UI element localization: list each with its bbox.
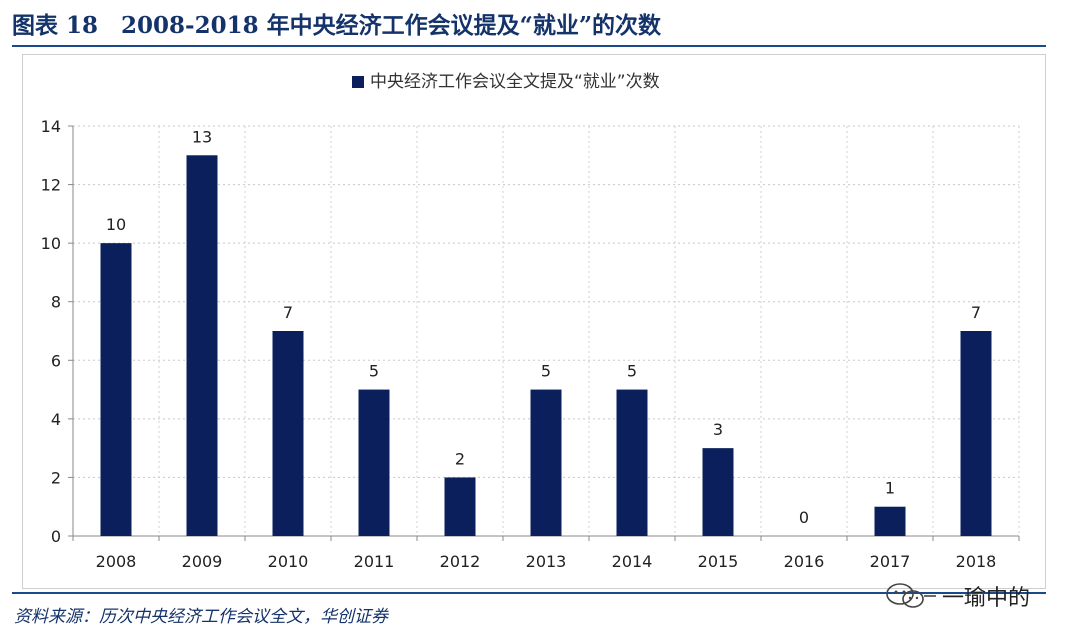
bar-chart: 中央经济工作会议全文提及“就业”次数 10 13 7 5 2 5 5 3 0 1 7 0 2 4 6 8 10…	[41, 72, 1020, 571]
x-tick-label-2018: 2018	[956, 552, 997, 571]
figure-title: 图表 18 2008-2018 年中央经济工作会议提及“就业”的次数	[12, 12, 662, 39]
bar-2014	[616, 389, 648, 536]
y-axis-tick-labels: 0 2 4 6 8 10 12 14	[41, 117, 61, 546]
wechat-icon	[886, 583, 936, 608]
data-label-2016: 0	[799, 508, 809, 527]
y-tick-label: 4	[51, 410, 61, 429]
y-tick-label: 8	[51, 293, 61, 312]
bar-2008	[100, 243, 132, 536]
data-label-2011: 5	[369, 362, 379, 381]
data-label-2014: 5	[627, 362, 637, 381]
y-tick-label: 6	[51, 351, 61, 370]
bar-2010	[272, 331, 304, 536]
x-tick-label-2013: 2013	[526, 552, 567, 571]
bar-2015	[702, 448, 734, 536]
x-tick-label-2017: 2017	[870, 552, 911, 571]
x-tick-label-2012: 2012	[440, 552, 481, 571]
bar-2009	[186, 155, 218, 536]
bar-2013	[530, 389, 562, 536]
data-label-2010: 7	[283, 303, 293, 322]
y-tick-label: 0	[51, 527, 61, 546]
bar-2012	[444, 477, 476, 536]
x-tick-label-2010: 2010	[268, 552, 309, 571]
legend-label: 中央经济工作会议全文提及“就业”次数	[370, 72, 660, 92]
title-rule	[12, 45, 1046, 47]
data-label-2018: 7	[971, 303, 981, 322]
source-note: 资料来源：历次中央经济工作会议全文，华创证券	[14, 607, 388, 627]
watermark-text: 一瑜中的	[942, 586, 1031, 611]
x-axis-tick-labels: 2008 2009 2010 2011 2012 2013 2014 2015 2016 2017…	[96, 552, 997, 571]
bar-2011	[358, 389, 390, 536]
bars	[100, 155, 992, 536]
x-tick-label-2008: 2008	[96, 552, 137, 571]
y-tick-label: 12	[41, 176, 61, 195]
x-tick-label-2011: 2011	[354, 552, 395, 571]
gridlines	[73, 125, 1020, 536]
x-tick-label-2016: 2016	[784, 552, 825, 571]
x-tick-label-2015: 2015	[698, 552, 739, 571]
data-label-2015: 3	[713, 420, 723, 439]
y-tick-label: 14	[41, 117, 61, 136]
x-tick-label-2009: 2009	[182, 552, 223, 571]
watermark: 一瑜中的	[880, 580, 1030, 612]
chart-frame: 中央经济工作会议全文提及“就业”次数 10 13 7 5 2 5 5 3 0 1 7 0 2 4 6 8 10…	[22, 54, 1046, 589]
bar-2017	[874, 506, 906, 536]
x-tick-label-2014: 2014	[612, 552, 653, 571]
data-label-2012: 2	[455, 449, 465, 468]
data-label-2017: 1	[885, 479, 895, 498]
data-label-2009: 13	[192, 127, 212, 146]
data-label-2013: 5	[541, 362, 551, 381]
legend: 中央经济工作会议全文提及“就业”次数	[352, 72, 660, 92]
data-label-2008: 10	[106, 215, 126, 234]
data-labels: 10 13 7 5 2 5 5 3 0 1 7	[106, 127, 981, 527]
legend-swatch	[352, 76, 364, 88]
y-tick-label: 2	[51, 468, 61, 487]
bar-2018	[960, 331, 992, 536]
y-tick-label: 10	[41, 234, 61, 253]
bottom-rule	[12, 592, 1046, 594]
